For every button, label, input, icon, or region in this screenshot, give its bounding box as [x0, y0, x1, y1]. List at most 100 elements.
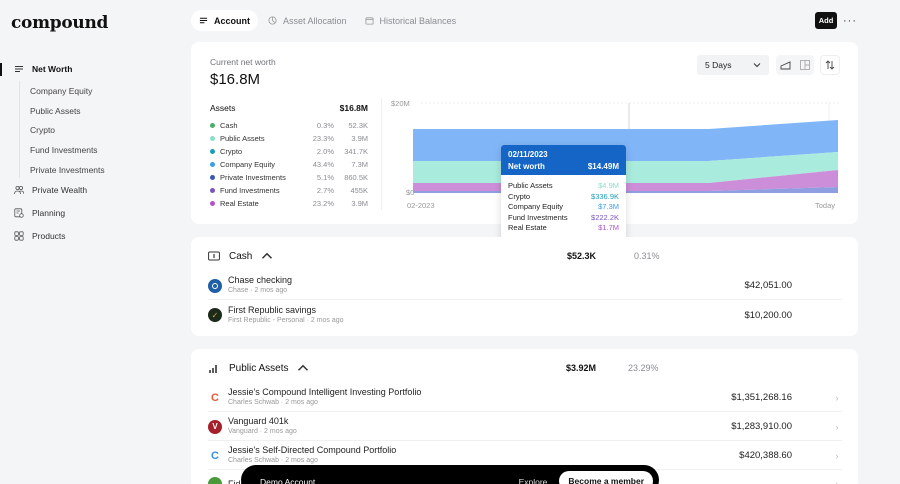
grid-icon	[14, 231, 24, 241]
y-axis-min-label: $0	[406, 188, 415, 197]
y-axis-max-label: $20M	[391, 99, 410, 108]
account-row[interactable]: C Jessie's Compound Intelligent Investin…	[208, 384, 842, 412]
asset-amount: 455K	[350, 186, 368, 195]
sidebar-item-private-wealth[interactable]: Private Wealth	[14, 185, 87, 195]
compound-logo-icon: C	[211, 449, 219, 462]
public-assets-section-header[interactable]: Public Assets	[208, 362, 309, 374]
section-title: Public Assets	[229, 362, 289, 374]
asset-amount: 52.3K	[348, 121, 368, 130]
tooltip-row: Crypto $336.9K	[508, 192, 619, 203]
compound-logo-icon: C	[211, 391, 219, 404]
top-tabs: Account Asset Allocation Historical Bala…	[191, 10, 464, 31]
account-value: $42,051.00	[744, 280, 792, 291]
x-axis-start-label: 02-2023	[407, 201, 435, 210]
tab-label: Account	[214, 15, 250, 26]
tab-label: Historical Balances	[379, 15, 457, 26]
legend-dot	[210, 123, 215, 128]
asset-name: Fund Investments	[220, 186, 280, 195]
tooltip-row-value: $222.2K	[591, 212, 619, 222]
tab-account[interactable]: Account	[191, 10, 258, 31]
account-row[interactable]: V Vanguard 401k Vanguard · 2 mos ago $1,2…	[208, 413, 842, 441]
account-subtitle: Charles Schwab · 2 mos ago	[228, 457, 318, 464]
account-name: First Republic savings	[228, 304, 317, 315]
asset-row-public-assets[interactable]: Public Assets 23.3% 3.9M	[210, 132, 368, 145]
account-name: Chase checking	[228, 275, 293, 285]
bar-chart-icon	[209, 365, 217, 373]
x-axis-end-label: Today	[815, 201, 836, 210]
sidebar-item-company-equity[interactable]: Company Equity	[30, 86, 93, 96]
tooltip-row-value: $4.9M	[598, 181, 619, 190]
account-row[interactable]: Chase checking Chase · 2 mos ago $42,051.…	[208, 272, 842, 300]
asset-pct: 23.3%	[312, 134, 334, 143]
more-options-button[interactable]: ···	[843, 14, 857, 27]
asset-pct: 5.1%	[316, 173, 334, 182]
sidebar-item-net-worth[interactable]: Net Worth	[14, 64, 72, 74]
legend-dot	[210, 149, 215, 154]
pie-chart-icon	[268, 16, 277, 25]
account-value: $420,388.60	[739, 450, 792, 461]
chevron-right-icon[interactable]: ›	[835, 421, 839, 432]
tooltip-row: Company Equity $7.3M	[508, 202, 619, 213]
tooltip-row-label: Public Assets	[508, 181, 553, 190]
tooltip-row-label: Fund Investments	[508, 212, 568, 222]
tab-asset-allocation[interactable]: Asset Allocation	[260, 10, 355, 31]
tooltip-row-label: Real Estate	[508, 223, 547, 232]
asset-amount: 3.9M	[351, 199, 368, 208]
area-chart-icon[interactable]	[780, 60, 791, 70]
assets-total: $16.8M	[339, 103, 368, 113]
chevron-down-icon	[753, 63, 761, 68]
become-member-button[interactable]: Become a member	[559, 471, 653, 484]
sidebar-item-planning[interactable]: Planning	[14, 208, 65, 218]
asset-name: Crypto	[220, 147, 243, 156]
section-pct: 23.29%	[628, 363, 659, 373]
account-row[interactable]: Fide ›	[208, 470, 842, 484]
sort-arrows-icon	[825, 60, 835, 70]
asset-row-crypto[interactable]: Crypto 2.0% 341.7K	[210, 145, 368, 158]
asset-row-fund-investments[interactable]: Fund Investments 2.7% 455K	[210, 184, 368, 197]
account-row[interactable]: ✓ First Republic savings First Republic -…	[208, 301, 842, 329]
section-total: $3.92M	[565, 363, 596, 373]
tooltip-row-label: Crypto	[508, 191, 531, 201]
explore-button[interactable]: Explore	[518, 477, 548, 484]
asset-amount: 860.5K	[344, 173, 368, 182]
asset-row-private-investments[interactable]: Private Investments 5.1% 860.5K	[210, 171, 368, 184]
net-worth-label: Current net worth	[210, 57, 276, 67]
asset-name: Private Investments	[220, 173, 286, 182]
chevron-up-icon[interactable]	[261, 250, 273, 262]
asset-row-cash[interactable]: Cash 0.3% 52.3K	[210, 119, 368, 132]
tab-historical-balances[interactable]: Historical Balances	[357, 10, 465, 31]
chart-tooltip: 02/11/2023 Net worth $14.49M Public Asse…	[501, 145, 626, 245]
table-layout-icon[interactable]	[799, 60, 810, 70]
compound-logo[interactable]: compound	[11, 13, 109, 33]
cash-section-header[interactable]: Cash	[208, 250, 273, 262]
section-pct: 0.31%	[634, 251, 660, 261]
asset-pct: 43.4%	[312, 160, 334, 169]
sidebar-item-fund-investments[interactable]: Fund Investments	[30, 145, 98, 155]
tooltip-row-value: $1.7M	[598, 223, 619, 232]
chevron-right-icon[interactable]: ›	[835, 479, 839, 484]
sidebar-item-crypto[interactable]: Crypto	[30, 125, 56, 135]
asset-row-real-estate[interactable]: Real Estate 23.2% 3.9M	[210, 197, 368, 210]
menu-icon	[199, 17, 208, 24]
planning-icon	[14, 208, 24, 218]
sidebar-item-products[interactable]: Products	[14, 231, 66, 241]
assets-header: Assets $16.8M	[210, 103, 368, 113]
add-button[interactable]: Add	[815, 12, 837, 29]
chevron-right-icon[interactable]: ›	[835, 392, 839, 403]
sidebar-item-public-assets[interactable]: Public Assets	[30, 106, 81, 116]
account-name: Jessie's Self-Directed Compound Portfoli…	[228, 445, 397, 455]
asset-name: Real Estate	[220, 199, 259, 208]
asset-row-company-equity[interactable]: Company Equity 43.4% 7.3M	[210, 158, 368, 171]
legend-dot	[210, 188, 215, 193]
time-range-select[interactable]: 5 Days	[697, 55, 769, 75]
account-name: Vanguard 401k	[228, 416, 289, 426]
chevron-right-icon[interactable]: ›	[835, 450, 839, 461]
asset-name: Cash	[220, 121, 238, 130]
cash-icon	[208, 251, 220, 261]
chevron-up-icon[interactable]	[297, 362, 309, 374]
tooltip-row-label: Company Equity	[508, 202, 564, 211]
sort-button[interactable]	[820, 55, 840, 75]
tooltip-date: 02/11/2023	[508, 150, 548, 159]
sidebar-item-private-investments[interactable]: Private Investments	[30, 165, 105, 175]
calendar-icon	[365, 17, 374, 25]
